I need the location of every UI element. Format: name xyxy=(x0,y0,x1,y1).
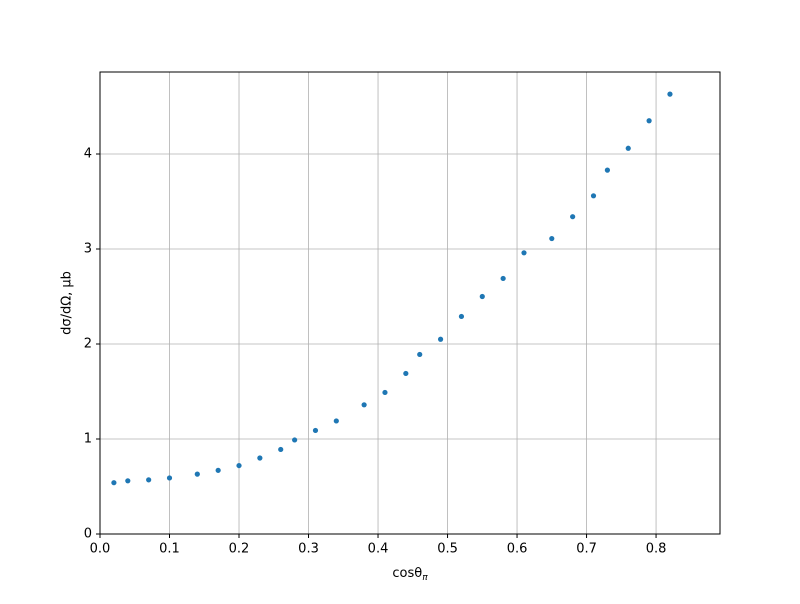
point xyxy=(361,402,367,408)
point xyxy=(458,313,465,320)
x-tick-label: 0.1 xyxy=(159,542,180,557)
x-axis-label-main: cosθ xyxy=(392,566,422,581)
x-tick-label: 0.2 xyxy=(229,542,250,557)
point xyxy=(625,145,631,151)
point xyxy=(500,275,506,282)
x-tick-label: 0.4 xyxy=(368,542,389,557)
x-tick-label: 0.5 xyxy=(437,542,458,557)
y-tick-label: 2 xyxy=(84,336,92,351)
y-axis-label: dσ/dΩ, μb xyxy=(60,271,75,335)
plot-frame xyxy=(99,71,721,535)
point xyxy=(382,389,388,396)
point xyxy=(278,446,284,453)
y-tick-label: 1 xyxy=(84,431,92,446)
point xyxy=(257,455,263,461)
point xyxy=(667,91,673,97)
point xyxy=(646,118,652,124)
y-tick-label: 3 xyxy=(84,241,92,256)
point xyxy=(570,214,576,220)
point xyxy=(604,167,610,173)
y-tick-label: 4 xyxy=(84,146,92,161)
x-tick-label: 0.3 xyxy=(298,542,319,557)
point xyxy=(590,193,597,199)
point xyxy=(437,336,444,342)
x-axis-label: cosθπ xyxy=(392,566,428,583)
point xyxy=(549,235,555,242)
point xyxy=(312,427,319,434)
point xyxy=(111,480,117,486)
point xyxy=(166,475,173,481)
x-tick-label: 0.8 xyxy=(646,542,667,557)
x-tick-label: 0.0 xyxy=(90,542,111,557)
x-tick-label: 0.6 xyxy=(507,542,528,557)
y-tick-label: 0 xyxy=(84,527,92,542)
x-tick-label: 0.7 xyxy=(576,542,597,557)
x-axis-label-sub: π xyxy=(422,573,428,583)
point xyxy=(125,478,131,484)
point xyxy=(215,467,221,473)
point xyxy=(479,293,485,300)
point xyxy=(292,437,298,443)
point xyxy=(194,471,200,477)
point xyxy=(236,462,242,469)
point xyxy=(417,351,423,358)
point xyxy=(521,250,527,256)
point xyxy=(333,418,339,424)
point xyxy=(403,370,409,377)
point xyxy=(146,477,152,483)
